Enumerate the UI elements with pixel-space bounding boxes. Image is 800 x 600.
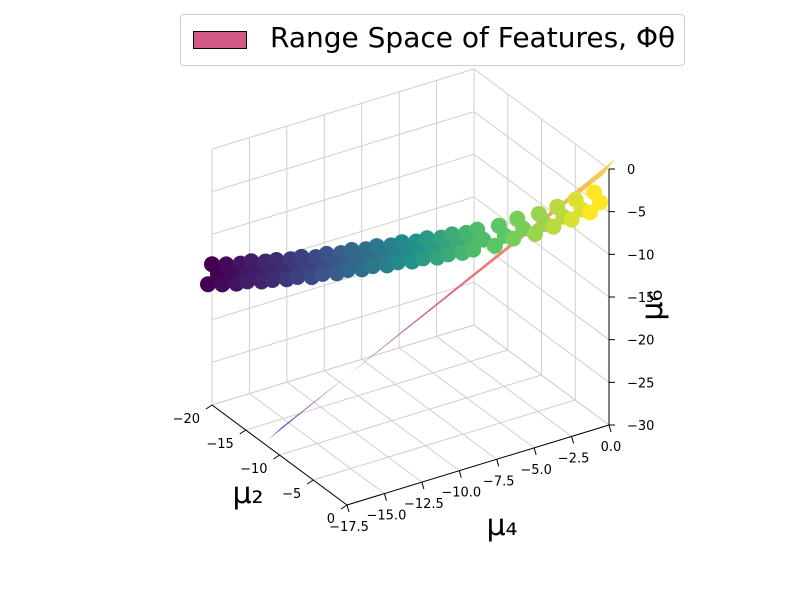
y-tick <box>421 482 425 490</box>
y-tick-label: 0.0 <box>601 440 622 455</box>
y-axis-line <box>346 424 610 506</box>
z-tick-label: −5 <box>627 206 646 221</box>
y-tick <box>346 504 350 513</box>
data-point <box>264 271 281 288</box>
wall-gridline <box>473 153 610 255</box>
z-tick-label: −25 <box>627 376 654 391</box>
data-point <box>545 218 562 235</box>
floor-gridline <box>313 399 576 481</box>
wall-gridline <box>211 281 475 363</box>
y-tick-label: −10.0 <box>441 486 481 501</box>
y-tick-label: −15.0 <box>367 509 407 524</box>
x-tick-label: −20 <box>173 412 200 427</box>
wall-gridline <box>211 111 475 193</box>
legend-label: Range Space of Features, Φθ <box>270 21 676 54</box>
x-tick <box>306 479 314 485</box>
wall-gridline <box>211 153 475 235</box>
floor-gridline <box>323 370 460 472</box>
wall-gridline <box>211 68 475 150</box>
data-point <box>415 250 432 267</box>
axes: −20−15−10−50−17.5−15.0−12.5−10.0−7.5−5.0… <box>173 163 670 543</box>
wall-gridline <box>473 324 610 426</box>
data-point <box>563 211 580 228</box>
data-point <box>526 225 543 242</box>
data-point <box>592 194 609 211</box>
z-axis-label: μ₆ <box>635 289 670 320</box>
x-tick-label: −15 <box>206 437 233 452</box>
x-tick <box>273 454 280 460</box>
z-tick-label: −20 <box>627 334 654 349</box>
y-tick-label: −7.5 <box>483 474 515 489</box>
floor-gridline <box>279 374 542 456</box>
wall-gridline <box>211 324 475 406</box>
data-point <box>389 254 406 271</box>
y-tick <box>608 424 612 433</box>
x-tick-label: −10 <box>240 462 267 477</box>
y-axis-label: μ₄ <box>486 508 517 543</box>
floor-gridline <box>286 381 423 483</box>
floor-gridline <box>398 347 535 449</box>
data-point <box>465 241 482 258</box>
data-point <box>339 261 356 278</box>
data-point <box>314 265 331 282</box>
data-point <box>505 230 522 247</box>
y-tick <box>496 459 500 467</box>
floor-gridline <box>245 349 508 431</box>
data-point <box>486 237 503 254</box>
x-axis-label: μ₂ <box>232 476 263 511</box>
x-tick <box>205 404 213 410</box>
legend-swatch <box>193 31 247 49</box>
wall-gridline <box>473 196 610 298</box>
data-point <box>200 276 216 293</box>
z-tick-label: 0 <box>627 163 635 178</box>
data-point <box>239 273 256 290</box>
y-tick-label: −2.5 <box>558 451 590 466</box>
y-tick-label: −5.0 <box>520 463 552 478</box>
floor-gridline <box>436 336 572 437</box>
floor-gridline <box>361 358 498 460</box>
data-point <box>440 246 457 263</box>
x-tick-label: 0 <box>327 512 335 527</box>
data-point <box>364 258 381 275</box>
legend: Range Space of Features, Φθ <box>180 14 685 66</box>
y-tick <box>383 493 387 501</box>
y-tick <box>571 436 575 444</box>
data-point <box>582 204 599 221</box>
x-tick <box>340 504 348 510</box>
x-tick-label: −5 <box>282 487 301 502</box>
scatter-points <box>200 184 609 293</box>
data-point <box>289 268 306 285</box>
y-tick <box>458 470 462 478</box>
y-tick-label: −12.5 <box>404 497 444 512</box>
z-tick-label: −15 <box>627 291 654 306</box>
data-point <box>475 231 492 248</box>
floor-gridline <box>249 393 385 494</box>
x-tick <box>239 429 247 435</box>
wall-gridline <box>473 68 610 170</box>
z-tick-label: −10 <box>627 248 654 263</box>
y-tick <box>533 447 537 455</box>
data-point <box>214 276 231 293</box>
wall-gridline <box>473 281 610 383</box>
z-tick-label: −30 <box>627 419 654 434</box>
y-tick-label: −17.5 <box>329 520 369 535</box>
